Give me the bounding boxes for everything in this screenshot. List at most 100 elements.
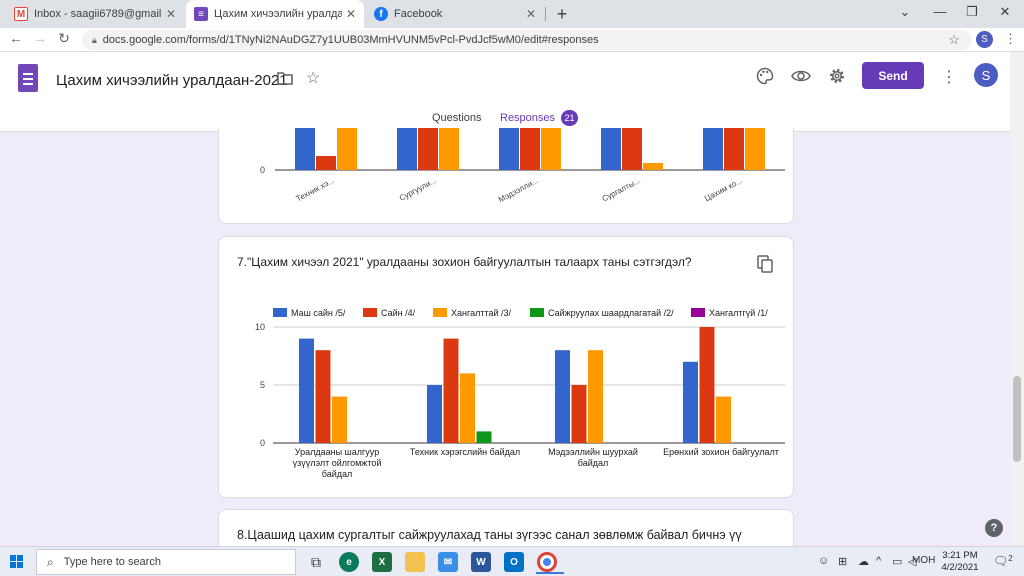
bar[interactable] — [588, 350, 603, 443]
legend-swatch — [273, 308, 287, 317]
close-tab-icon[interactable]: ✕ — [165, 7, 176, 21]
task-view-icon[interactable]: ⧉ — [311, 553, 321, 570]
weather-icon[interactable]: ☁ — [858, 556, 869, 568]
tab-search-icon[interactable]: ⌄ — [899, 4, 911, 19]
settings-gear-icon[interactable] — [828, 67, 846, 85]
bar[interactable] — [745, 128, 765, 170]
restore-button[interactable]: ❐ — [966, 4, 978, 19]
tab-separator — [545, 7, 546, 21]
edge-icon[interactable]: e — [339, 552, 359, 572]
battery-icon[interactable]: ▭ — [892, 556, 903, 568]
browser-menu-icon[interactable]: ⋮ — [1004, 31, 1017, 46]
legend-swatch — [363, 308, 377, 317]
star-icon[interactable]: ☆ — [305, 70, 321, 87]
tab-label: Цахим хичээлийн уралдаан-202 — [214, 8, 342, 20]
minimize-button[interactable]: — — [933, 4, 947, 19]
outlook-icon[interactable]: O — [504, 552, 524, 572]
bar[interactable] — [555, 350, 570, 443]
bar[interactable] — [520, 128, 540, 170]
mail-icon[interactable]: ✉ — [438, 552, 458, 572]
scrollbar-thumb[interactable] — [1013, 376, 1021, 462]
bar[interactable] — [299, 338, 314, 443]
url-field[interactable]: 🔒︎ docs.google.com/forms/d/1TNyNi2NAuDGZ… — [82, 30, 972, 50]
tab-gmail[interactable]: M Inbox - saagii6789@gmail.com - ✕ — [6, 0, 184, 28]
copy-chart-icon[interactable] — [757, 255, 773, 273]
clock-time: 3:21 PM — [942, 550, 978, 561]
bar[interactable] — [397, 128, 417, 170]
forward-icon[interactable]: → — [33, 30, 47, 46]
legend-label: Сайн /4/ — [381, 308, 416, 318]
bar[interactable] — [460, 373, 475, 443]
x-tick-label: Техник хэрэгслийн байдал — [410, 447, 520, 457]
bookmark-star-icon[interactable]: ☆ — [948, 32, 960, 47]
bar[interactable] — [332, 396, 347, 443]
network-app-icon[interactable]: ⊞ — [838, 556, 848, 568]
help-icon[interactable]: ? — [985, 519, 1003, 537]
lock-icon[interactable]: 🔒︎ — [92, 34, 97, 45]
response-card-prev: 0 Техник хэ... Сургуули... Мэдээлли... Сурга… — [218, 128, 794, 224]
bar[interactable] — [541, 128, 561, 170]
close-tab-icon[interactable]: ✕ — [525, 7, 536, 21]
bar[interactable] — [337, 128, 357, 170]
bar[interactable] — [439, 128, 459, 170]
tab-responses[interactable]: Responses — [500, 112, 556, 124]
windows-taskbar: ⌕ Type here to search ⧉ e X ✉ W O ☺ ⊞ ☁ … — [0, 546, 1024, 576]
y-tick-label: 0 — [260, 438, 265, 448]
x-tick-label: байдал — [322, 469, 353, 479]
people-icon[interactable]: ☺ — [818, 555, 830, 567]
bar[interactable] — [443, 338, 459, 443]
bar[interactable] — [316, 156, 336, 170]
bar[interactable] — [571, 385, 587, 443]
preview-eye-icon[interactable] — [791, 69, 811, 83]
question-title: 7."Цахим хичээл 2021" уралдааны зохион б… — [237, 255, 692, 269]
bar[interactable] — [724, 128, 744, 170]
folder-icon[interactable] — [277, 71, 293, 85]
tab-label: Facebook — [394, 8, 443, 20]
x-tick-label: үзүүлэлт ойлгомжтой — [293, 458, 382, 468]
forms-logo-icon[interactable] — [18, 64, 38, 92]
file-explorer-icon[interactable] — [405, 552, 425, 572]
search-placeholder: Type here to search — [63, 556, 161, 568]
page-scrollbar[interactable] — [1010, 52, 1024, 546]
bar[interactable] — [699, 327, 715, 443]
send-button[interactable]: Send — [862, 62, 924, 89]
show-hidden-icons[interactable]: ^ — [876, 555, 882, 567]
tab-questions[interactable]: Questions — [432, 112, 482, 124]
bar[interactable] — [476, 431, 492, 443]
tab-facebook[interactable]: f Facebook ✕ — [366, 0, 544, 28]
palette-icon[interactable] — [756, 67, 774, 85]
bar[interactable] — [622, 128, 642, 170]
reload-icon[interactable]: ↻ — [58, 30, 70, 46]
responses-count-badge: 21 — [561, 110, 578, 126]
close-window-button[interactable]: ✕ — [999, 4, 1011, 19]
bar[interactable] — [315, 350, 331, 443]
x-tick-label: Сургалты... — [601, 176, 642, 204]
volume-icon[interactable]: ◁ — [908, 556, 917, 568]
bar[interactable] — [295, 128, 315, 170]
bar[interactable] — [418, 128, 438, 170]
excel-icon[interactable]: X — [372, 552, 392, 572]
new-tab-button[interactable]: + — [556, 4, 568, 24]
chrome-icon[interactable] — [536, 552, 564, 574]
bar[interactable] — [427, 385, 442, 443]
language-indicator[interactable]: МОН — [912, 555, 936, 566]
word-icon[interactable]: W — [471, 552, 491, 572]
back-icon[interactable]: ← — [9, 30, 23, 46]
legend-item: Сайжруулах шаардлагатай /2/ — [530, 308, 674, 318]
x-tick-label: Цахим ко... — [703, 176, 744, 203]
taskbar-search-box[interactable]: ⌕ Type here to search — [36, 549, 296, 575]
tab-forms[interactable]: ≡ Цахим хичээлийн уралдаан-202 ✕ — [186, 0, 364, 28]
account-avatar[interactable]: S — [974, 63, 998, 87]
notification-center-icon[interactable]: 🗨︎2 — [993, 554, 1013, 568]
bar[interactable] — [716, 396, 731, 443]
taskbar-clock[interactable]: 3:21 PM 4/2/2021 — [938, 550, 982, 574]
more-options-icon[interactable]: ⋮ — [941, 69, 957, 86]
bar[interactable] — [643, 163, 663, 170]
bar[interactable] — [703, 128, 723, 170]
close-tab-icon[interactable]: ✕ — [345, 7, 356, 21]
profile-avatar[interactable]: S — [976, 31, 993, 48]
windows-start-icon[interactable] — [10, 555, 24, 569]
bar[interactable] — [601, 128, 621, 170]
bar[interactable] — [683, 361, 698, 443]
bar[interactable] — [499, 128, 519, 170]
